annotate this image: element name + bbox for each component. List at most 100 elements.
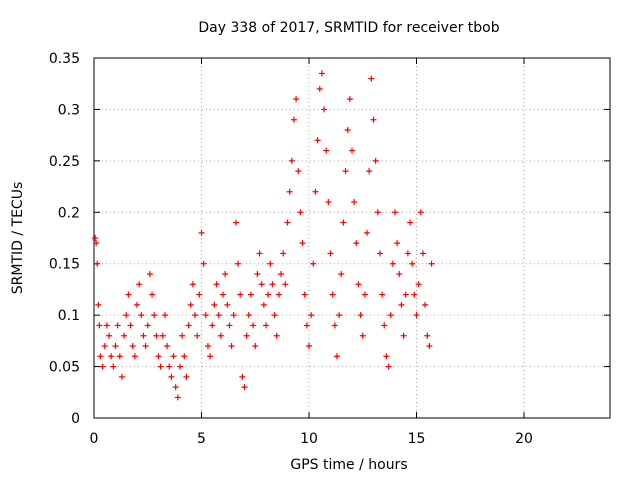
data-point bbox=[94, 260, 101, 267]
data-point bbox=[428, 260, 435, 267]
data-point bbox=[306, 343, 312, 349]
data-point bbox=[232, 219, 239, 226]
data-point bbox=[265, 291, 272, 298]
data-point bbox=[351, 199, 358, 205]
x-tick-label: 15 bbox=[408, 431, 426, 447]
data-point bbox=[413, 312, 420, 319]
data-point bbox=[239, 373, 246, 380]
data-point bbox=[303, 322, 310, 329]
data-point bbox=[323, 147, 330, 154]
data-point bbox=[310, 260, 317, 267]
data-point bbox=[93, 240, 100, 247]
data-point bbox=[213, 281, 220, 288]
data-point bbox=[389, 260, 396, 267]
data-point bbox=[329, 291, 336, 298]
data-point bbox=[383, 353, 390, 360]
data-point bbox=[256, 250, 263, 257]
data-point bbox=[250, 322, 257, 329]
data-point bbox=[357, 312, 364, 319]
y-tick-label: 0.3 bbox=[58, 102, 80, 118]
data-point bbox=[207, 353, 214, 360]
data-point bbox=[342, 168, 349, 175]
data-point bbox=[419, 250, 426, 257]
y-tick-label: 0.1 bbox=[58, 308, 80, 324]
data-point bbox=[280, 250, 287, 257]
data-point bbox=[316, 85, 323, 92]
data-point bbox=[103, 322, 110, 329]
data-point bbox=[381, 322, 388, 329]
data-point bbox=[142, 343, 149, 349]
y-tick-label: 0.35 bbox=[49, 51, 80, 67]
data-point bbox=[394, 240, 401, 247]
data-point bbox=[361, 291, 368, 298]
data-point bbox=[252, 343, 259, 349]
data-point bbox=[185, 322, 192, 329]
data-point bbox=[407, 219, 414, 226]
data-point bbox=[286, 188, 293, 195]
data-point bbox=[333, 353, 340, 360]
data-point bbox=[177, 363, 183, 370]
data-point bbox=[327, 250, 334, 257]
data-point bbox=[179, 332, 186, 339]
data-point bbox=[106, 332, 113, 339]
data-point bbox=[349, 147, 355, 154]
data-point bbox=[118, 373, 125, 380]
data-point bbox=[161, 312, 168, 319]
data-point bbox=[157, 363, 164, 370]
data-point bbox=[97, 353, 104, 360]
data-point bbox=[127, 322, 134, 329]
data-point bbox=[202, 312, 209, 319]
data-point bbox=[411, 291, 418, 298]
data-point bbox=[290, 116, 297, 123]
data-point bbox=[241, 384, 248, 391]
data-point bbox=[293, 96, 300, 103]
data-point bbox=[174, 394, 181, 401]
data-point bbox=[404, 250, 411, 257]
data-point bbox=[247, 291, 254, 298]
data-point bbox=[95, 301, 102, 308]
data-point bbox=[417, 209, 424, 216]
y-axis: 0 0.05 0.1 0.15 0.2 0.25 0.3 0.35 bbox=[49, 51, 610, 427]
plot-frame bbox=[93, 57, 611, 419]
data-point bbox=[187, 301, 194, 308]
data-point bbox=[260, 301, 267, 308]
y-tick-label: 0.2 bbox=[58, 205, 80, 221]
data-point bbox=[269, 281, 276, 288]
data-point bbox=[237, 291, 244, 298]
data-point bbox=[295, 168, 302, 175]
data-point bbox=[308, 312, 315, 319]
data-point bbox=[325, 199, 332, 205]
data-point bbox=[172, 384, 179, 391]
data-point bbox=[263, 322, 269, 329]
data-point bbox=[149, 291, 156, 298]
data-point bbox=[99, 363, 106, 370]
data-point bbox=[282, 281, 289, 288]
data-point bbox=[346, 96, 353, 103]
data-point bbox=[243, 332, 250, 339]
data-point bbox=[299, 240, 306, 247]
data-point bbox=[211, 301, 218, 308]
data-point bbox=[164, 343, 171, 349]
data-point bbox=[275, 291, 282, 298]
data-point bbox=[370, 116, 377, 123]
data-point bbox=[258, 281, 265, 288]
data-point bbox=[318, 70, 325, 77]
data-point bbox=[217, 332, 224, 339]
data-point bbox=[131, 353, 138, 360]
data-point bbox=[301, 291, 308, 298]
data-point bbox=[426, 343, 433, 349]
data-point bbox=[140, 332, 147, 339]
x-axis-label: GPS time / hours bbox=[290, 457, 407, 473]
grid bbox=[94, 58, 610, 418]
y-axis-label: SRMTID / TECUs bbox=[10, 182, 26, 295]
data-point bbox=[336, 312, 343, 319]
data-point bbox=[224, 301, 231, 308]
data-point bbox=[123, 312, 130, 319]
data-point bbox=[138, 312, 145, 319]
y-tick-label: 0 bbox=[71, 411, 80, 427]
data-point bbox=[267, 260, 274, 267]
data-point bbox=[366, 168, 373, 175]
data-point bbox=[297, 209, 304, 216]
data-point bbox=[112, 343, 119, 349]
data-point bbox=[200, 260, 207, 267]
